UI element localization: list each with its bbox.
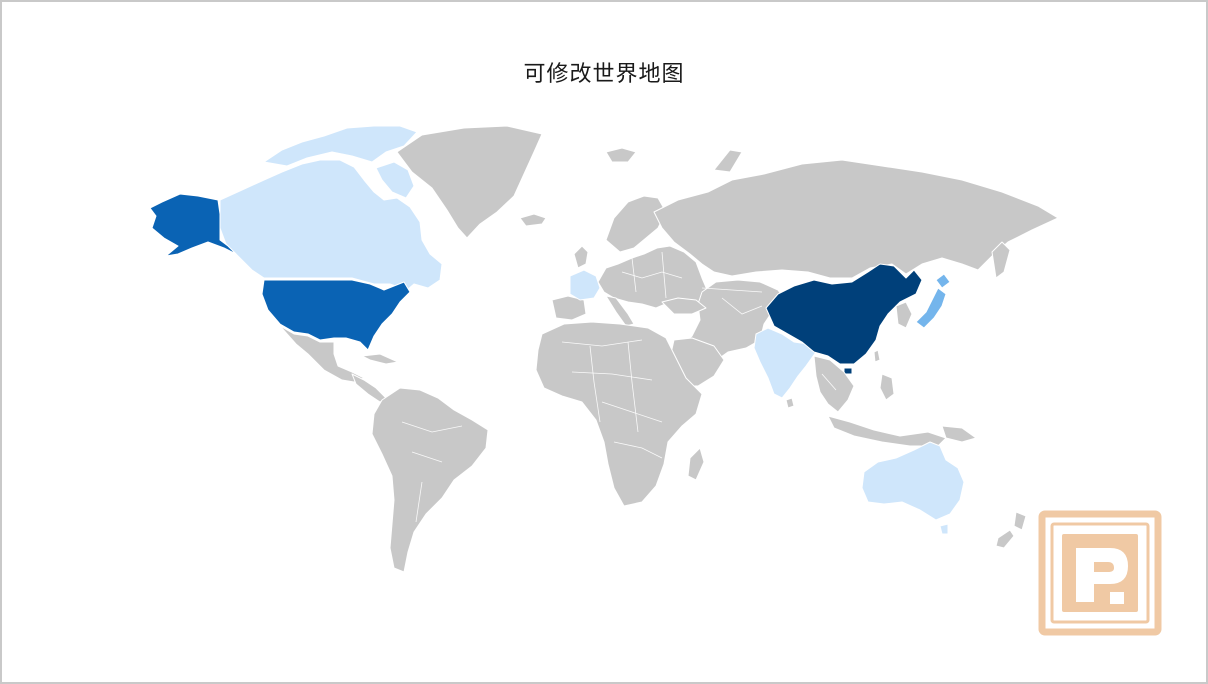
country-central-america[interactable] — [351, 373, 387, 403]
country-france[interactable] — [569, 269, 601, 301]
country-uk[interactable] — [573, 245, 589, 269]
country-new-guinea[interactable] — [941, 425, 977, 443]
country-kamchatka[interactable] — [991, 241, 1011, 279]
country-japan[interactable] — [915, 287, 947, 329]
country-turkey[interactable] — [661, 297, 707, 315]
country-korea[interactable] — [895, 301, 913, 329]
country-new-zealand-south[interactable] — [995, 529, 1015, 549]
country-mexico[interactable] — [279, 325, 365, 383]
country-italy[interactable] — [605, 295, 635, 327]
country-tasmania[interactable] — [939, 523, 949, 535]
country-madagascar[interactable] — [687, 447, 705, 481]
country-new-zealand[interactable] — [1013, 511, 1027, 531]
country-scandinavia[interactable] — [605, 195, 667, 253]
p-stamp-icon — [1038, 510, 1162, 636]
country-southeast-asia[interactable] — [813, 355, 855, 413]
country-taiwan[interactable] — [873, 349, 881, 363]
internal-borders — [401, 251, 837, 523]
country-europe[interactable] — [597, 245, 709, 309]
country-south-america[interactable] — [371, 387, 489, 573]
country-canada-arctic-islands[interactable] — [263, 125, 418, 167]
country-iberia[interactable] — [551, 295, 587, 321]
country-svalbard[interactable] — [605, 147, 637, 163]
country-russia[interactable] — [653, 159, 1059, 279]
country-africa[interactable] — [535, 321, 703, 507]
country-canada[interactable] — [219, 159, 443, 291]
country-sri-lanka[interactable] — [785, 397, 795, 409]
country-novaya-zemlya[interactable] — [713, 149, 743, 173]
country-indonesia[interactable] — [827, 415, 947, 447]
country-cuba[interactable] — [361, 353, 399, 365]
country-india[interactable] — [753, 327, 817, 399]
map-title: 可修改世界地图 — [523, 62, 685, 87]
country-usa[interactable] — [261, 279, 411, 351]
country-philippines[interactable] — [879, 373, 895, 401]
country-canada-baffin[interactable] — [375, 161, 415, 199]
country-japan-hokkaido[interactable] — [935, 273, 951, 289]
country-alaska[interactable] — [149, 193, 237, 257]
country-greenland[interactable] — [396, 125, 543, 239]
country-iceland[interactable] — [519, 213, 547, 227]
country-australia[interactable] — [861, 441, 965, 521]
country-china[interactable] — [765, 263, 923, 365]
